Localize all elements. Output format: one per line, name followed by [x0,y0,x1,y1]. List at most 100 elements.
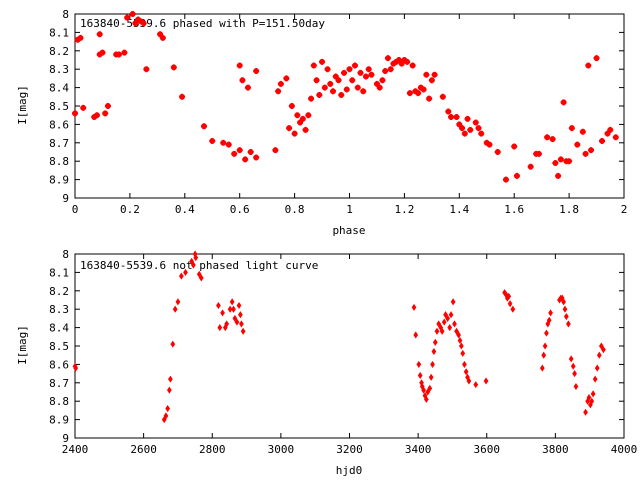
unphased-data-point [541,351,547,359]
phased-data-point [357,69,364,76]
unphased-data-point [563,313,569,321]
phased-data-point [316,91,323,98]
phased-data-point [365,66,372,73]
phased-data-point [409,62,416,69]
unphased-data-point [590,390,596,398]
unphased-x-tick-label: 4000 [611,443,638,456]
phased-data-point [483,139,490,146]
unphased-y-tick-label: 8.6 [49,358,69,371]
phased-data-point [297,119,304,126]
unphased-data-point [589,397,595,405]
phased-data-point [423,71,430,78]
phased-data-point [478,130,485,137]
unphased-data-point [434,327,440,335]
phased-data-point [341,69,348,76]
phased-data-point [346,66,353,73]
unphased-data-point [566,320,571,328]
phased-data-point [393,58,400,65]
unphased-data-point [183,268,188,276]
phased-data-point [426,95,433,102]
unphased-data-point [163,412,169,420]
phased-y-tick-label: 8.4 [49,82,69,95]
phased-data-point [338,91,345,98]
unphased-data-point [443,311,448,319]
phased-data-point [236,62,243,69]
unphased-data-point [458,342,464,350]
unphased-data-point [432,338,438,346]
unphased-data-point [240,327,246,335]
phased-data-point [585,62,592,69]
unphased-data-point [583,408,588,416]
phased-data-point [201,123,208,130]
phased-data-point [272,147,279,154]
phased-data-point [398,60,405,67]
phased-data-point [327,80,334,87]
unphased-data-point [452,320,457,328]
phased-data-point [557,156,564,163]
unphased-data-point [463,368,469,376]
phased-data-point [115,51,122,58]
phased-data-point [170,64,177,71]
phased-data-point [253,154,260,161]
phased-data-point [566,158,573,165]
phased-data-point [239,77,246,84]
phased-x-tick-label: 0.6 [230,203,250,216]
phased-data-point [319,58,326,65]
phased-data-point [275,88,282,95]
unphased-data-point [232,314,238,322]
phased-data-point [472,119,479,126]
unphased-data-point [239,320,244,328]
phased-data-point [535,150,542,157]
phased-data-point [360,88,367,95]
unphased-data-point [168,375,173,383]
phased-data-point [428,77,435,84]
unphased-data-point [568,355,574,363]
unphased-data-point [456,331,461,339]
unphased-y-tick-label: 8.3 [49,303,69,316]
phased-data-point [244,84,251,91]
phased-data-point [439,93,446,100]
unphased-data-point [561,298,566,306]
unphased-data-point [198,274,204,282]
unphased-data-point [229,298,235,306]
unphased-x-tick-label: 3000 [268,443,295,456]
phased-data-point [379,77,386,84]
phased-data-point [549,136,556,143]
unphased-data-point [562,305,568,313]
phased-data-point [286,125,293,132]
phased-data-point [179,93,186,100]
unphased-y-tick-label: 8.1 [49,266,69,279]
unphased-y-tick-label: 8.5 [49,340,69,353]
unphased-data-point [436,320,442,328]
phased-data-point [335,77,342,84]
unphased-x-tick-label: 3200 [336,443,363,456]
phased-data-point [544,134,551,141]
unphased-y-tick-label: 8.8 [49,395,69,408]
unphased-data-point [445,314,450,322]
phased-data-point [494,149,501,155]
phased-data-point [209,137,216,144]
phased-data-point [607,126,614,133]
phased-data-point [310,62,317,69]
phased-y-axis-label: I[mag] [16,85,29,125]
phased-data-point [129,11,136,17]
unphased-data-point [236,301,242,310]
unphased-data-point [462,360,467,368]
phased-data-point [242,156,249,163]
phased-data-point [253,68,260,75]
phased-data-point [102,110,109,117]
unphased-data-point [416,360,422,368]
unphased-data-point [172,305,178,313]
phased-data-point [74,36,81,43]
unphased-data-point [216,301,221,310]
unphased-data-point [457,336,463,345]
phased-data-point [277,80,284,87]
unphased-data-point [594,364,600,372]
phased-data-point [291,130,298,137]
phased-data-point [579,128,586,135]
unphased-data-point [483,377,489,385]
unphased-data-point [510,305,516,313]
unphased-data-point [454,327,459,335]
phased-chart: 163840-5539.6 phased with P=151.50day ph… [16,8,627,237]
